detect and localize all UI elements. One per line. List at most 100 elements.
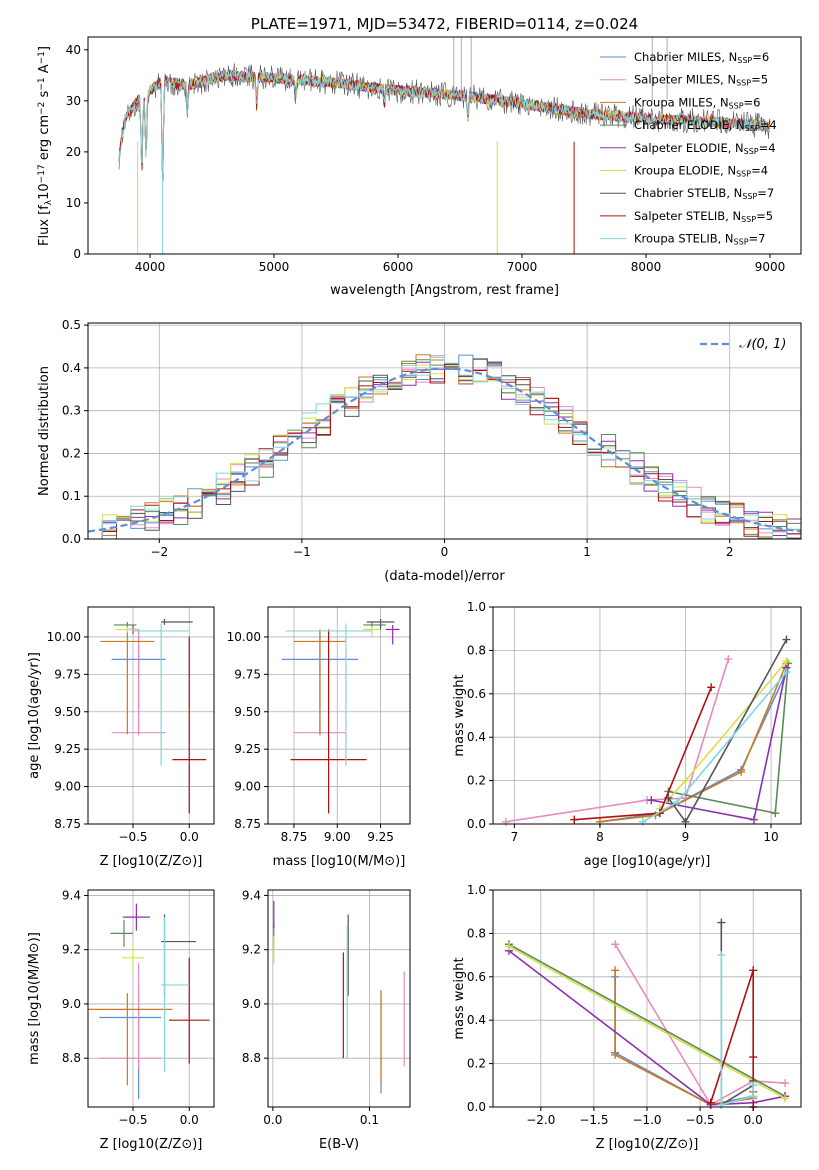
histogram-legend-label: 𝒩(0, 1)	[739, 337, 786, 352]
x-tick-label: −1	[293, 545, 311, 559]
spectrum-axes-frame	[87, 36, 802, 255]
legend-entry: Chabrier ELODIE, NSSP=4	[634, 118, 777, 133]
residual-histogram-panel: −2 −1 0 1 2 0.0 0.1 0.2 0.3 0.4 0.5 (data-model)/e…	[37, 318, 802, 584]
mass-vs-z-panel: −0.5 0.0 8.8 9.0 9.2 9.4 Z [log10(Z/Z⊙)] mass […	[27, 888, 215, 1152]
x-tick-label: 7	[511, 830, 519, 844]
x-tick-label: −2.0	[526, 1113, 555, 1127]
spectrum-xlabel: wavelength [Angstrom, rest frame]	[330, 283, 559, 298]
legend-entry: Kroupa ELODIE, NSSP=4	[634, 164, 768, 179]
mass-weight-marker	[781, 1094, 790, 1103]
mass-weight-line	[659, 660, 788, 810]
ylabel-part: s	[37, 90, 52, 101]
ylabel-part: −17	[37, 164, 47, 183]
histogram-step	[88, 363, 801, 540]
y-tick-label: 9.2	[242, 943, 261, 957]
massweight-vs-age-panel: 7 8 9 10 0.0 0.2 0.4 0.6 0.8 1.0 age [log10(age/yr…	[452, 600, 802, 869]
mass-weight-marker	[570, 815, 579, 824]
mass-vs-z-xlabel: Z [log10(Z/Z⊙)]	[100, 1137, 203, 1152]
legend-entry: Kroupa STELIB, NSSP=7	[634, 232, 765, 247]
histogram-ylabel: Normed distribution	[37, 366, 52, 496]
x-tick-label: 9.00	[324, 830, 351, 844]
y-tick-label: 10.00	[47, 630, 81, 644]
mass-weight-marker	[749, 1053, 758, 1062]
y-tick-label: 0.0	[62, 532, 81, 546]
y-tick-label: 0.2	[467, 1057, 486, 1071]
age-vs-mass-frame	[267, 606, 411, 825]
y-tick-label: 0.4	[467, 1013, 486, 1027]
legend-entry: Chabrier MILES, NSSP=6	[634, 50, 769, 65]
y-tick-label: 9.00	[234, 780, 261, 794]
x-tick-label: 0.0	[180, 830, 199, 844]
y-tick-label: 1.0	[467, 883, 486, 897]
x-tick-label: 0.0	[180, 1113, 199, 1127]
mass-vs-ebv-xlabel: E(B-V)	[319, 1137, 359, 1152]
y-tick-label: 0.4	[62, 361, 81, 375]
mass-weight-line	[508, 943, 786, 1097]
y-tick-label: 9.4	[62, 888, 81, 902]
mass-weight-line	[720, 955, 754, 1106]
mass-weight-marker	[707, 683, 716, 692]
massweight-vs-age-xlabel: age [log10(age/yr)]	[584, 854, 711, 869]
spectrum-legend: Chabrier MILES, NSSP=6 Salpeter MILES, NS…	[600, 50, 777, 247]
massweight-vs-z-ylabel: mass weight	[452, 957, 467, 1039]
age-vs-mass-panel: 8.75 9.00 9.25 8.75 9.00 9.25 9.50 9.75 10.00 mas…	[227, 606, 411, 869]
y-tick-label: 9.75	[54, 667, 81, 681]
histogram-xlabel: (data-model)/error	[384, 569, 505, 584]
ylabel-part: Flux [f	[37, 205, 52, 246]
mass-weight-marker	[638, 817, 647, 826]
y-tick-label: 0.6	[467, 970, 486, 984]
legend-entry: Salpeter MILES, NSSP=5	[634, 73, 768, 88]
ylabel-part: −2	[37, 102, 47, 115]
ylabel-part: λ	[44, 199, 54, 205]
x-tick-label: 0	[441, 545, 449, 559]
y-tick-label: 0.2	[62, 446, 81, 460]
y-tick-label: 9.75	[234, 667, 261, 681]
massweight-vs-age-ylabel: mass weight	[452, 674, 467, 756]
mass-vs-ebv-panel: 0.0 0.1 8.8 9.0 9.2 9.4 E(B-V)	[242, 888, 411, 1152]
y-tick-label: 0.0	[467, 817, 486, 831]
x-tick-label: 6000	[383, 260, 414, 274]
mass-weight-marker	[611, 1050, 620, 1059]
y-tick-label: 0.1	[62, 489, 81, 503]
x-tick-label: −0.5	[118, 1113, 147, 1127]
massweight-vs-z-panel: −2.0 −1.5 −1.0 −0.5 0.0 0.0 0.2 0.4 0.6 0.8 1.0 Z […	[452, 883, 802, 1152]
mass-weight-marker	[611, 940, 620, 949]
y-tick-label: 0.5	[62, 318, 81, 332]
massweight-vs-z-frame	[492, 889, 802, 1108]
x-tick-label: −0.5	[686, 1113, 715, 1127]
legend-entry: Kroupa MILES, NSSP=6	[634, 95, 760, 110]
massweight-vs-age-frame	[492, 606, 802, 825]
mass-weight-marker	[717, 951, 726, 960]
mass-weight-marker	[749, 966, 758, 975]
spectrum-title: PLATE=1971, MJD=53472, FIBERID=0114, z=0…	[251, 15, 638, 33]
mass-weight-line	[508, 950, 786, 1106]
y-tick-label: 8.75	[54, 817, 81, 831]
x-tick-label: 8.75	[281, 830, 308, 844]
x-tick-label: 8	[596, 830, 604, 844]
ylabel-part: −1	[37, 77, 47, 90]
y-tick-label: 30	[66, 94, 81, 108]
y-tick-label: 0	[73, 247, 81, 261]
mass-weight-marker	[501, 817, 510, 826]
mass-weight-marker	[782, 657, 791, 666]
mass-weight-marker	[782, 635, 791, 644]
y-tick-label: 10	[66, 196, 81, 210]
massweight-vs-z-xlabel: Z [log10(Z/Z⊙)]	[596, 1137, 699, 1152]
spectrum-ylabel: Flux [fλ10−17 erg cm−2 s−1 A−1]	[37, 46, 54, 246]
age-vs-z-ylabel: age [log10(age/yr)]	[27, 652, 42, 779]
y-tick-label: 20	[66, 145, 81, 159]
mass-weight-marker	[611, 966, 620, 975]
mass-weight-marker	[749, 815, 758, 824]
age-vs-z-frame	[87, 606, 215, 825]
x-tick-label: 8000	[631, 260, 662, 274]
mass-weight-marker	[749, 1092, 758, 1101]
x-tick-label: 9000	[755, 260, 786, 274]
gaussian-curve	[87, 367, 802, 533]
y-tick-label: 8.8	[62, 1051, 81, 1065]
mass-weight-marker	[781, 1079, 790, 1088]
y-tick-label: 9.00	[54, 780, 81, 794]
mass-weight-marker	[647, 796, 656, 805]
mass-weight-line	[614, 943, 786, 1106]
y-tick-label: 0.8	[467, 643, 486, 657]
